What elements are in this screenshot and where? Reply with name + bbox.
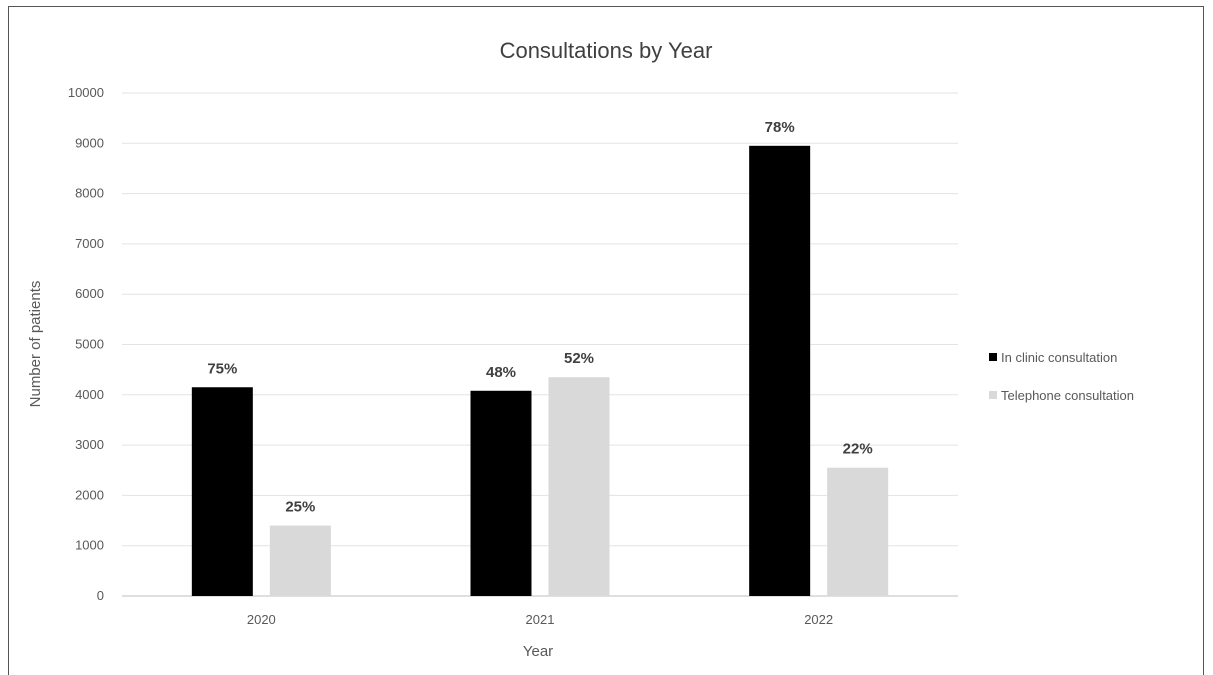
y-tick-label: 5000: [75, 337, 104, 352]
bar-0-1: [470, 390, 532, 596]
data-label: 52%: [564, 350, 594, 367]
y-axis-ticks: 0 1000 2000 3000 4000 5000 6000 7000 8000 9000 100…: [68, 85, 104, 603]
y-tick-label: 7000: [75, 236, 104, 251]
bar-0-0: [191, 387, 253, 596]
data-label: 75%: [207, 360, 237, 377]
x-tick-label: 2022: [804, 612, 833, 627]
bar-1-2: [827, 467, 889, 596]
y-tick-label: 10000: [68, 85, 104, 100]
y-axis-title: Number of patients: [27, 281, 44, 408]
y-tick-label: 6000: [75, 286, 104, 301]
data-label: 22%: [843, 441, 873, 458]
gridlines: [122, 92, 958, 597]
legend-swatch: [989, 353, 997, 361]
legend-label: In clinic consultation: [1001, 350, 1117, 365]
x-axis-title: Year: [523, 643, 553, 660]
x-axis-ticks: 2020 2021 2022: [247, 612, 833, 627]
legend-swatch: [989, 391, 997, 399]
chart-title: Consultations by Year: [500, 38, 713, 63]
y-tick-label: 1000: [75, 538, 104, 553]
y-tick-label: 0: [97, 588, 104, 603]
y-tick-label: 3000: [75, 437, 104, 452]
bar-1-0: [269, 525, 331, 596]
y-tick-label: 9000: [75, 135, 104, 150]
bar-0-2: [749, 145, 811, 596]
legend: In clinic consultation Telephone consulta…: [989, 350, 1134, 403]
y-tick-label: 4000: [75, 387, 104, 402]
bar-1-1: [548, 377, 610, 596]
data-label: 78%: [765, 119, 795, 136]
legend-label: Telephone consultation: [1001, 388, 1134, 403]
x-tick-label: 2021: [526, 612, 555, 627]
data-label: 25%: [285, 499, 315, 516]
bars: [191, 145, 889, 596]
data-labels: 75% 25% 48% 52% 78% 22%: [207, 119, 872, 516]
x-tick-label: 2020: [247, 612, 276, 627]
y-tick-label: 8000: [75, 186, 104, 201]
y-tick-label: 2000: [75, 487, 104, 502]
data-label: 48%: [486, 364, 516, 381]
